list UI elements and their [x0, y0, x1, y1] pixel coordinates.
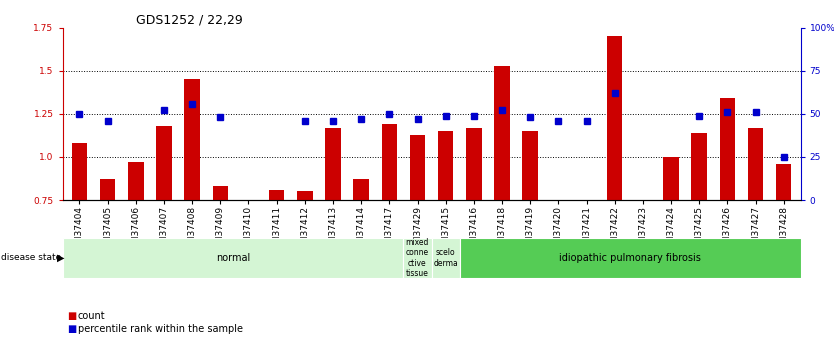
Bar: [100, 179, 115, 200]
Bar: [325, 128, 341, 200]
Bar: [213, 186, 228, 200]
Text: mixed
conne
ctive
tissue: mixed conne ctive tissue: [405, 238, 429, 278]
Bar: [128, 162, 143, 200]
Bar: [382, 124, 397, 200]
Bar: [354, 179, 369, 200]
Bar: [438, 131, 454, 200]
Bar: [579, 200, 595, 204]
Text: count: count: [78, 311, 105, 321]
Bar: [691, 133, 707, 200]
Text: normal: normal: [216, 253, 250, 263]
Text: percentile rank within the sample: percentile rank within the sample: [78, 325, 243, 334]
Text: ▶: ▶: [57, 253, 64, 263]
Bar: [748, 128, 763, 200]
Bar: [460, 238, 801, 278]
Bar: [522, 131, 538, 200]
Text: idiopathic pulmonary fibrosis: idiopathic pulmonary fibrosis: [560, 253, 701, 263]
Bar: [720, 98, 735, 200]
Text: GDS1252 / 22,29: GDS1252 / 22,29: [137, 13, 243, 27]
Bar: [432, 238, 460, 278]
Bar: [663, 157, 679, 200]
Text: ■: ■: [67, 325, 76, 334]
Bar: [297, 191, 313, 200]
Text: scelo
derma: scelo derma: [434, 248, 458, 268]
Bar: [409, 135, 425, 200]
Text: disease state: disease state: [1, 253, 61, 263]
Bar: [269, 190, 284, 200]
Text: ■: ■: [67, 311, 76, 321]
Bar: [607, 36, 622, 200]
Bar: [776, 164, 791, 200]
Bar: [403, 238, 432, 278]
Bar: [63, 238, 403, 278]
Bar: [550, 200, 566, 204]
Bar: [466, 128, 481, 200]
Bar: [156, 126, 172, 200]
Bar: [495, 66, 510, 200]
Bar: [184, 79, 200, 200]
Bar: [72, 143, 88, 200]
